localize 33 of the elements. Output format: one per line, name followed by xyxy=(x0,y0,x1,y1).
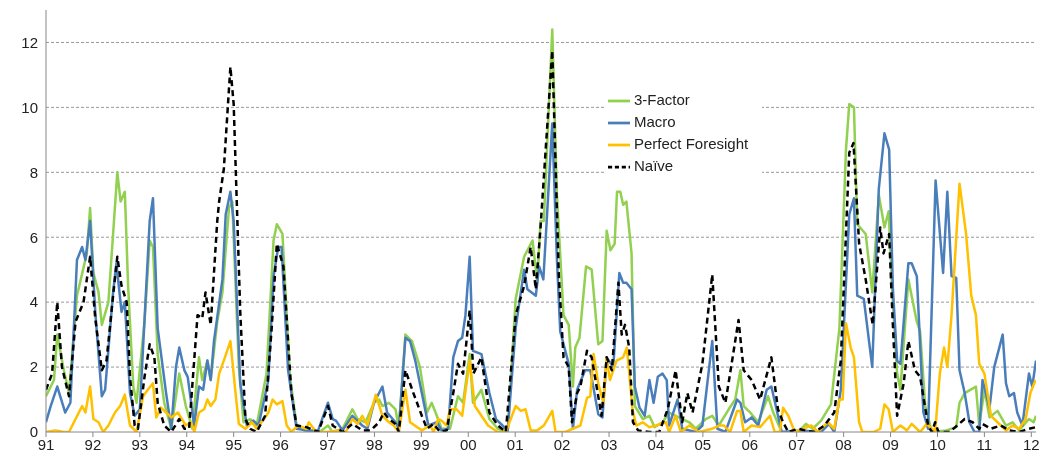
x-tick-label: 91 xyxy=(37,435,55,453)
y-tick-label: 0 xyxy=(29,423,38,441)
x-tick-label: 06 xyxy=(741,435,759,453)
x-tick-label: 00 xyxy=(459,435,477,453)
x-tick-label: 03 xyxy=(600,435,618,453)
x-tick-label: 08 xyxy=(835,435,852,453)
y-tick-label: 2 xyxy=(29,358,38,376)
y-tick-label: 12 xyxy=(21,33,38,51)
y-tick-label: 4 xyxy=(29,293,38,311)
x-tick-label: 12 xyxy=(1022,435,1040,453)
x-tick-label: 11 xyxy=(976,435,993,453)
y-tick-label: 8 xyxy=(29,163,38,181)
x-tick-label: 98 xyxy=(366,435,383,453)
legend-label: Naïve xyxy=(634,157,674,175)
x-tick-label: 97 xyxy=(319,435,336,453)
legend-label: Perfect Foresight xyxy=(634,135,749,153)
x-tick-label: 93 xyxy=(131,435,149,453)
x-tick-label: 95 xyxy=(225,435,243,453)
x-tick-label: 02 xyxy=(553,435,571,453)
x-tick-label: 04 xyxy=(647,435,665,453)
legend-label: Macro xyxy=(634,113,676,131)
y-tick-label: 6 xyxy=(29,228,38,246)
legend-label: 3-Factor xyxy=(634,91,690,108)
x-tick-label: 05 xyxy=(694,435,712,453)
y-tick-label: 10 xyxy=(21,98,38,116)
x-tick-label: 09 xyxy=(882,435,899,453)
x-tick-label: 96 xyxy=(272,435,289,453)
x-tick-label: 10 xyxy=(929,435,946,453)
x-tick-label: 01 xyxy=(506,435,524,453)
x-tick-label: 92 xyxy=(84,435,102,453)
x-tick-label: 94 xyxy=(178,435,196,453)
x-tick-label: 99 xyxy=(413,435,430,453)
x-tick-label: 07 xyxy=(788,435,806,453)
